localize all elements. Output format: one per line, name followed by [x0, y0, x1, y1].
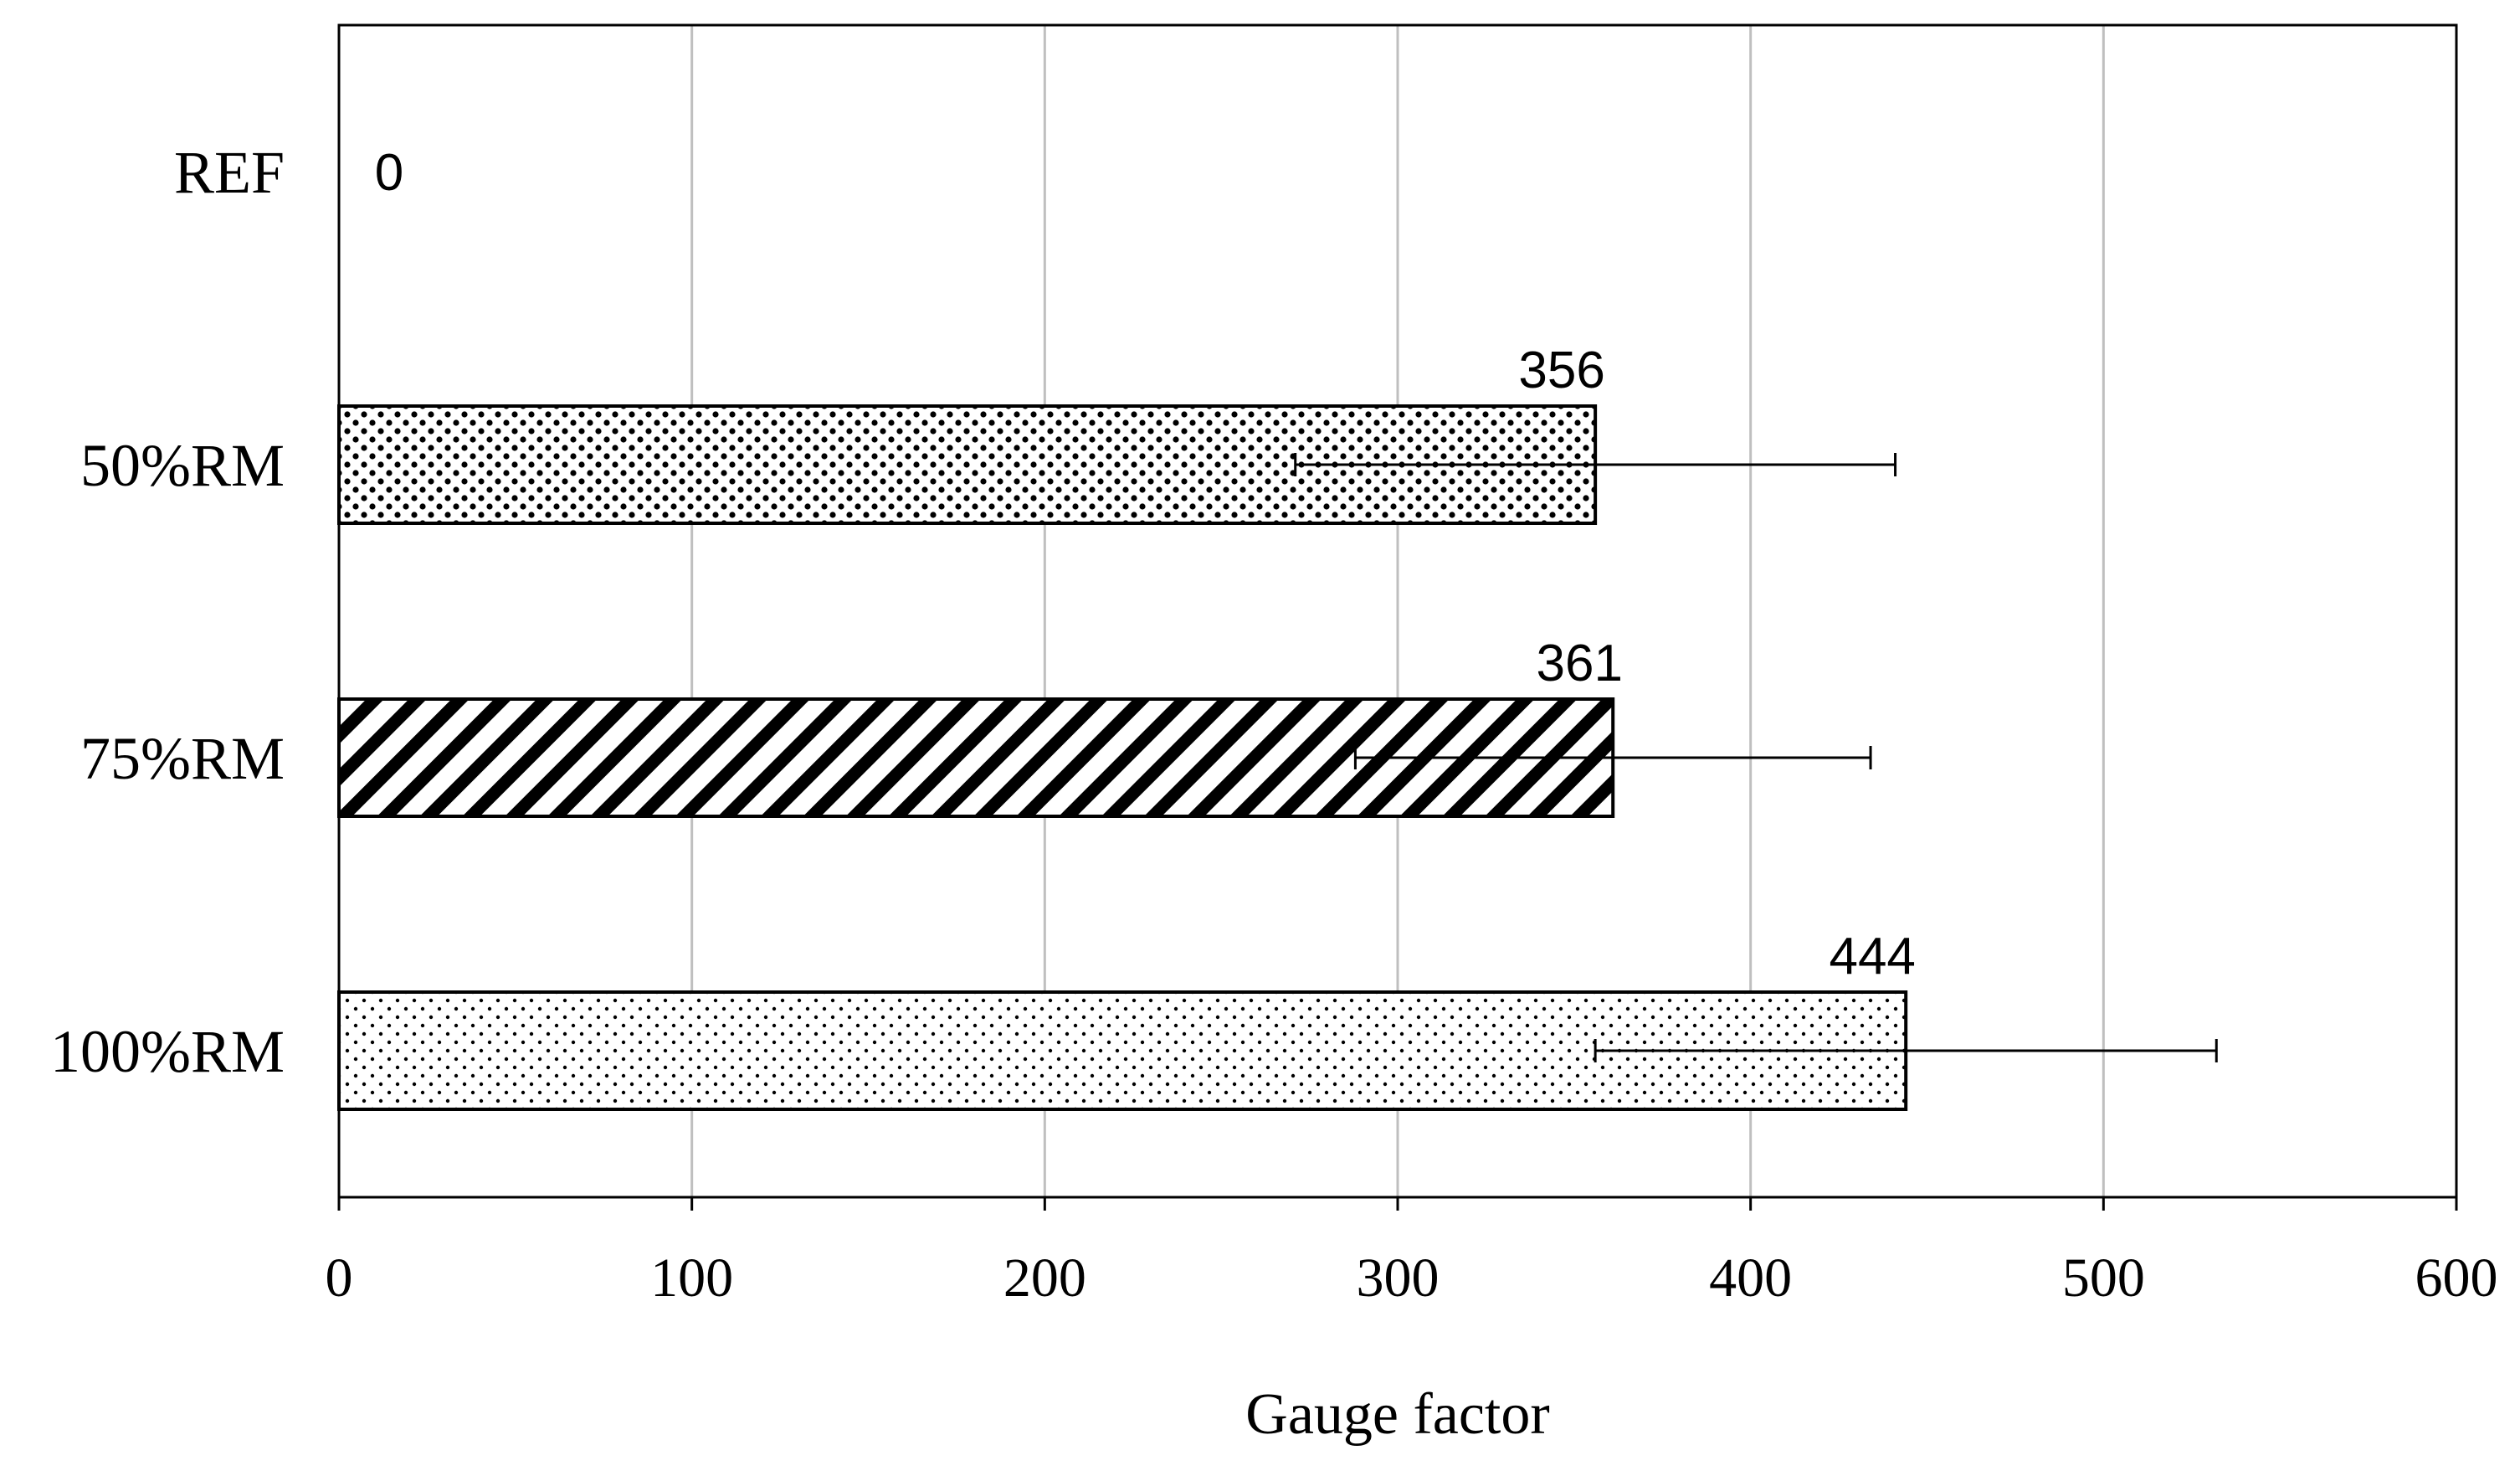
category-label-50-rm: 50%RM: [80, 432, 285, 499]
category-label-75-rm: 75%RM: [80, 725, 285, 792]
x-tick-label-500: 500: [2062, 1247, 2145, 1309]
error-bars: [1294, 453, 2218, 1062]
x-tick-label-0: 0: [326, 1247, 353, 1309]
category-label-100-rm: 100%RM: [50, 1018, 285, 1085]
error-bar-100-rm: [1594, 1039, 2218, 1062]
data-label-100-rm: 444: [1829, 928, 1915, 985]
x-tick-label-600: 600: [2415, 1247, 2498, 1309]
x-tick-label-100: 100: [650, 1247, 733, 1309]
category-labels: REF 50%RM 75%RM 100%RM: [50, 139, 285, 1085]
category-label-ref: REF: [174, 139, 285, 206]
x-tick-label-200: 200: [1003, 1247, 1086, 1309]
x-tick-label-300: 300: [1357, 1247, 1440, 1309]
x-tick-label-400: 400: [1709, 1247, 1792, 1309]
error-bar-50-rm: [1294, 453, 1897, 476]
error-bar-75-rm: [1353, 746, 1872, 769]
x-axis: 0 100 200 300 400 500 600: [326, 1197, 2498, 1309]
data-labels: 0 356 361 444: [375, 144, 1916, 985]
data-label-50-rm: 356: [1518, 342, 1604, 399]
data-label-75-rm: 361: [1536, 635, 1622, 692]
data-label-ref: 0: [375, 144, 403, 202]
x-axis-title: Gauge factor: [1245, 1382, 1549, 1447]
